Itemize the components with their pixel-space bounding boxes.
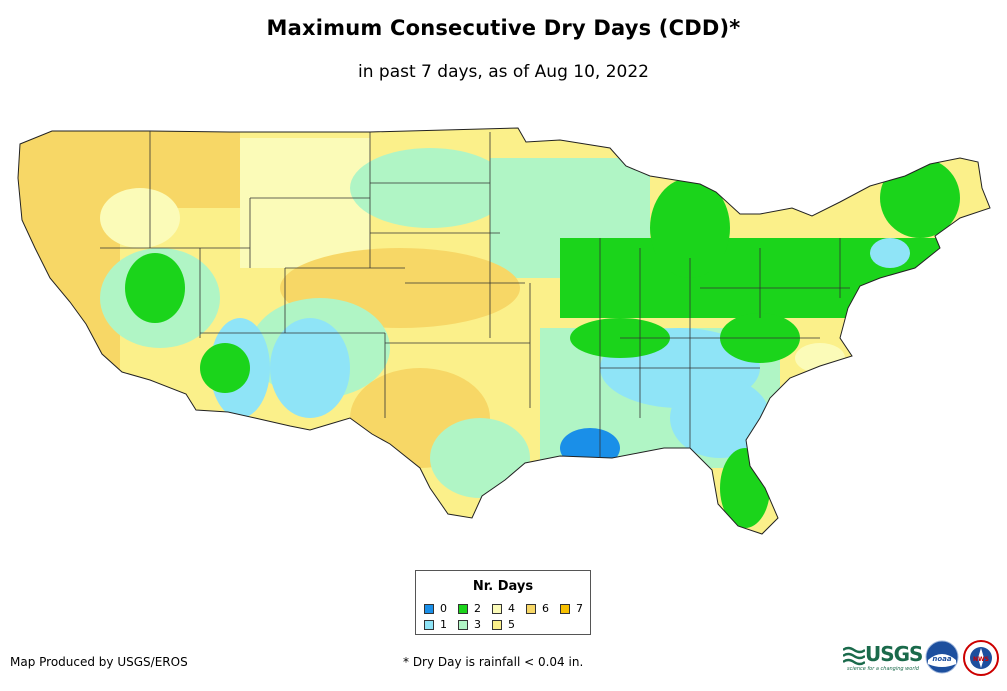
legend-swatch-0 [424,603,434,614]
legend-swatch-2 [458,603,468,614]
noaa-logo-text: noaa [932,655,952,663]
dry-day-note: * Dry Day is rainfall < 0.04 in. [403,655,584,669]
legend-item-3: 3 [458,618,481,631]
cdd-map [0,118,1007,548]
legend-item-7: 7 [560,602,583,615]
credit-text: Map Produced by USGS/EROS [10,655,188,669]
legend-label-7: 7 [576,602,583,615]
legend-item-0: 0 [424,602,447,615]
nws-logo-text: NWS [973,656,989,663]
legend-label-6: 6 [542,602,549,615]
usgs-tagline: science for a changing world [847,666,919,672]
usgs-logo-text: USGS [865,642,923,666]
legend-label-0: 0 [440,602,447,615]
legend-label-4: 4 [508,602,515,615]
legend-title: Nr. Days [472,579,534,594]
map-title: Maximum Consecutive Dry Days (CDD)* [266,16,741,40]
noaa-logo-icon: noaa [925,640,959,678]
legend-swatch-7 [560,603,570,614]
us-map-svg [17,127,991,535]
map-subtitle: in past 7 days, as of Aug 10, 2022 [358,62,649,82]
legend-swatch-5 [492,619,502,630]
legend-label-2: 2 [474,602,481,615]
state-boundaries [100,131,850,458]
legend: Nr. Days 0 1 2 3 4 5 6 7 [415,570,591,635]
agency-logos: USGS science for a changing world noaa N… [842,640,1003,680]
legend-item-6: 6 [526,602,549,615]
nws-logo-icon: NWS [963,640,999,680]
legend-swatch-6 [526,603,536,614]
legend-swatch-4 [492,603,502,614]
legend-label-5: 5 [508,618,515,631]
legend-item-4: 4 [492,602,515,615]
legend-label-1: 1 [440,618,447,631]
legend-swatch-3 [458,619,468,630]
usgs-logo-icon [842,646,866,670]
legend-item-1: 1 [424,618,447,631]
legend-item-5: 5 [492,618,515,631]
legend-swatch-1 [424,619,434,630]
legend-item-2: 2 [458,602,481,615]
legend-label-3: 3 [474,618,481,631]
